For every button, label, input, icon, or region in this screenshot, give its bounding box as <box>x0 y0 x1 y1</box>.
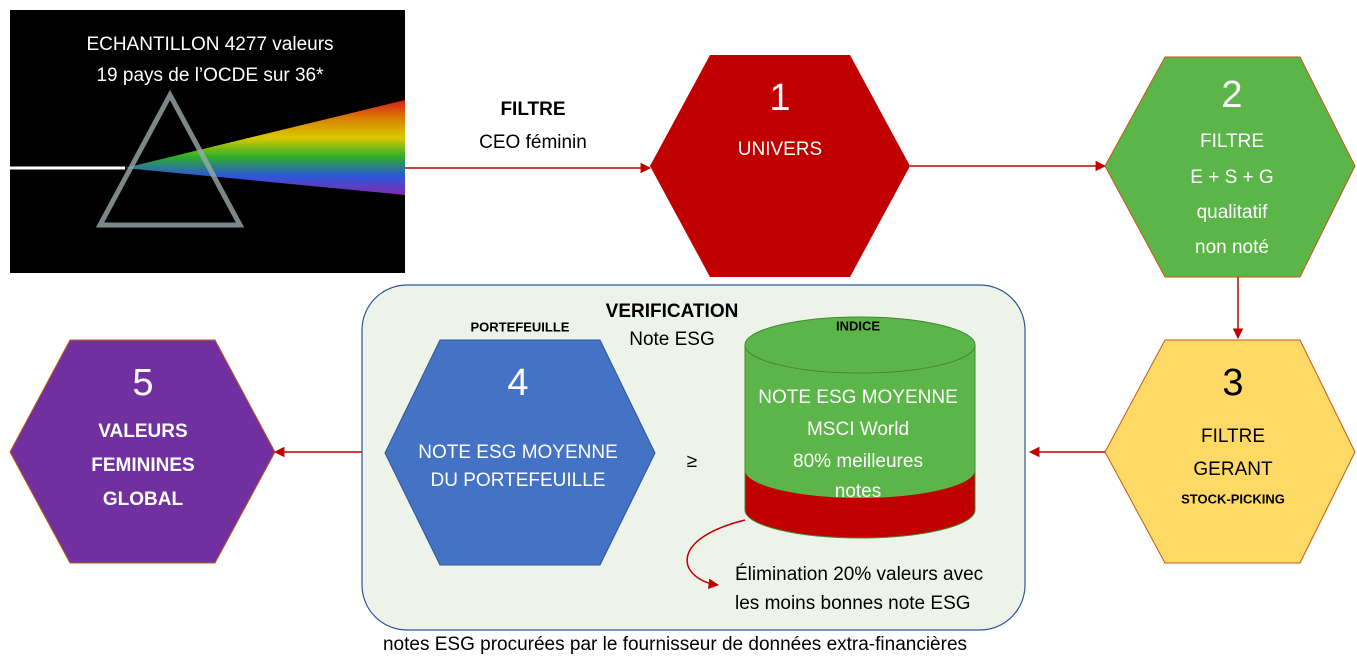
node-text: STOCK-PICKING <box>1181 491 1285 506</box>
verification-subtitle: Note ESG <box>629 329 715 350</box>
index-text: NOTE ESG MOYENNE <box>758 387 958 408</box>
elimination-text: Élimination 20% valeurs avec <box>735 564 983 585</box>
filter-criterion: CEO féminin <box>479 132 587 153</box>
node-number: 1 <box>769 77 790 119</box>
node-text: E + S + G <box>1190 167 1273 188</box>
node-number: 2 <box>1221 74 1242 116</box>
node-text: non noté <box>1195 237 1269 258</box>
node-text: UNIVERS <box>738 139 822 160</box>
index-label: INDICE <box>836 318 880 333</box>
sample-line: 19 pays de l’OCDE sur 36* <box>96 65 324 86</box>
filter-label: FILTRE <box>500 99 565 120</box>
node-number: 4 <box>507 362 528 404</box>
node-text: FEMININES <box>91 455 194 476</box>
index-text: 80% meilleures <box>793 451 923 472</box>
node-text: VALEURS <box>98 421 187 442</box>
node-number: 5 <box>132 362 153 404</box>
node-text: FILTRE <box>1200 131 1264 152</box>
footer: notes ESG procurées par le fournisseur d… <box>383 634 967 655</box>
index-text: MSCI World <box>807 419 909 440</box>
elimination-text: les moins bonnes note ESG <box>735 593 971 614</box>
diagram: ECHANTILLON 4277 valeurs 19 pays de l’OC… <box>0 0 1357 657</box>
node-number: 3 <box>1222 362 1243 404</box>
node-text: qualitatif <box>1197 202 1268 223</box>
node-text: GERANT <box>1193 459 1273 480</box>
index-text: notes <box>835 481 881 502</box>
verification-title: VERIFICATION <box>606 301 739 322</box>
portfolio-label: PORTEFEUILLE <box>471 319 570 334</box>
node-text: NOTE ESG MOYENNE <box>418 442 618 463</box>
node-text: DU PORTEFEUILLE <box>431 470 606 491</box>
node-text: FILTRE <box>1201 426 1265 447</box>
sample-line: ECHANTILLON 4277 valeurs <box>86 34 333 55</box>
node-text: GLOBAL <box>103 489 184 510</box>
comparator: ≥ <box>687 451 697 472</box>
